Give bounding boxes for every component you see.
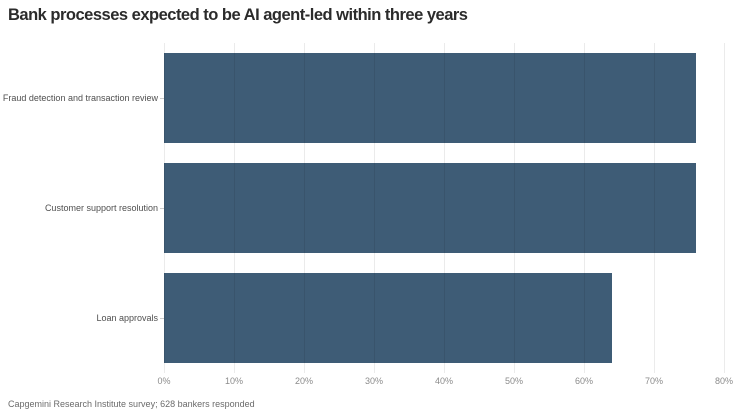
- category-tick: [160, 207, 164, 209]
- bar-rows: [164, 43, 724, 373]
- x-axis-tick-label: 30%: [364, 376, 384, 386]
- category-axis: Fraud detection and transaction review Cu…: [0, 43, 164, 373]
- bar: [164, 273, 612, 363]
- gridline: [444, 43, 445, 373]
- x-axis-tick-label: 70%: [644, 376, 664, 386]
- gridline: [584, 43, 585, 373]
- plot-area: [164, 43, 725, 373]
- category-label: Fraud detection and transaction review: [2, 92, 158, 103]
- gridline: [374, 43, 375, 373]
- bar-row: [164, 153, 724, 263]
- x-axis: 0% 10% 20% 30% 40% 50% 60% 70% 80%: [157, 376, 733, 389]
- x-axis-tick-label: 0%: [157, 376, 171, 386]
- bar: [164, 53, 696, 143]
- category-tick: [160, 97, 164, 99]
- gridline: [724, 43, 725, 373]
- category-tick: [160, 317, 164, 319]
- x-axis-tick-label: 20%: [294, 376, 314, 386]
- category-label: Loan approvals: [96, 312, 158, 323]
- x-axis-tick-label: 10%: [224, 376, 244, 386]
- category-label-cell: Customer support resolution: [0, 153, 164, 263]
- bar-row: [164, 263, 724, 373]
- bar: [164, 163, 696, 253]
- bar-row: [164, 43, 724, 153]
- gridline: [164, 43, 165, 373]
- x-axis-tick-label: 50%: [504, 376, 524, 386]
- chart-title: Bank processes expected to be AI agent-l…: [8, 6, 468, 24]
- x-axis-tick-label: 60%: [574, 376, 594, 386]
- gridline: [304, 43, 305, 373]
- gridline: [514, 43, 515, 373]
- x-axis-tick-label: 80%: [714, 376, 734, 386]
- category-label-cell: Loan approvals: [0, 263, 164, 373]
- category-label: Customer support resolution: [44, 202, 158, 213]
- gridline: [234, 43, 235, 373]
- category-label-cell: Fraud detection and transaction review: [0, 43, 164, 153]
- x-axis-tick-label: 40%: [434, 376, 454, 386]
- gridline: [654, 43, 655, 373]
- source-note: Capgemini Research Institute survey; 628…: [8, 399, 255, 409]
